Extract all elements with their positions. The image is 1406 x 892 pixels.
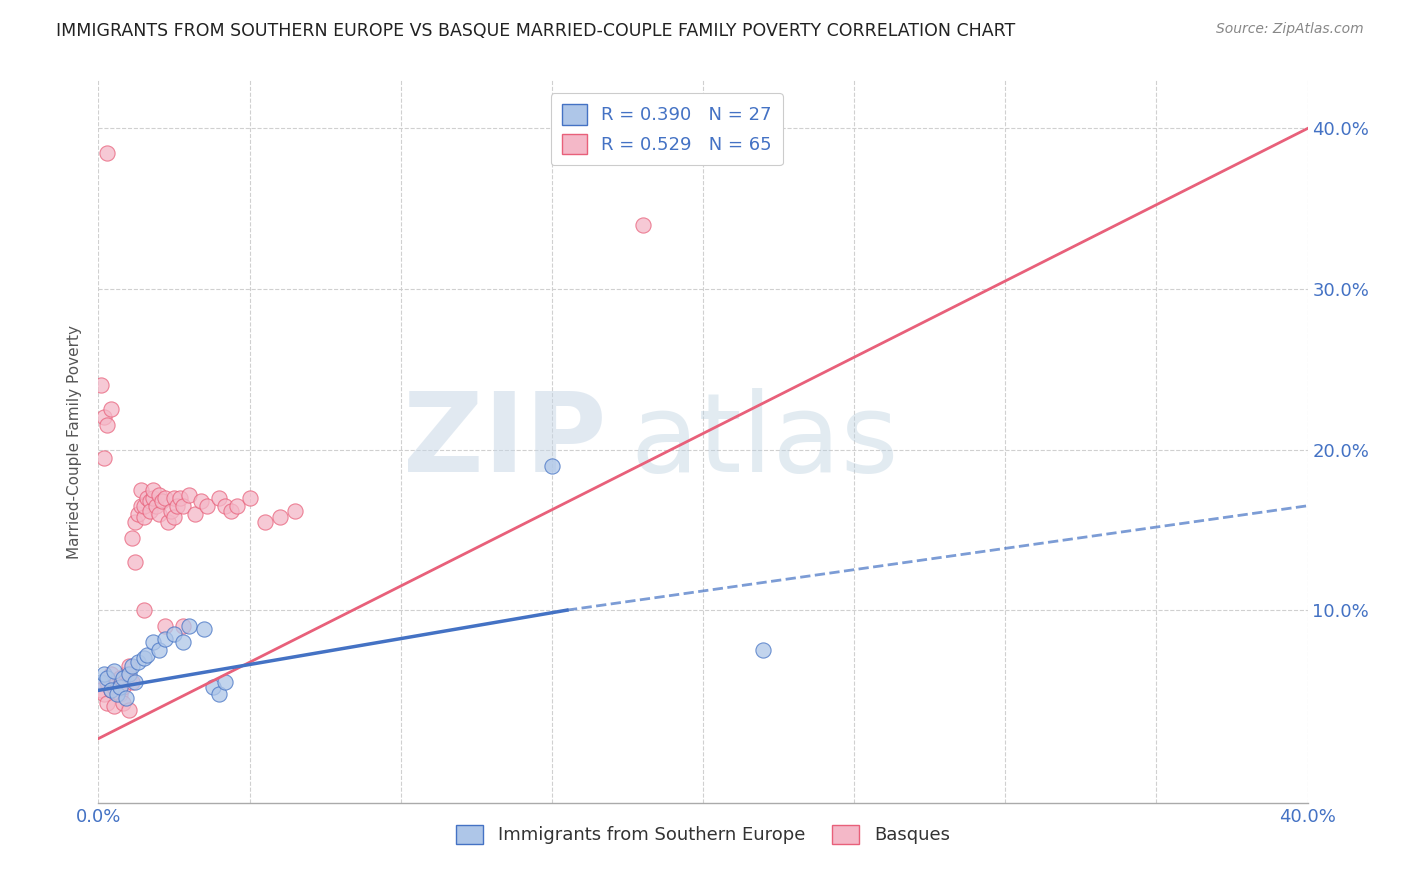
Point <box>121 531 143 545</box>
Point <box>179 487 201 501</box>
Point <box>208 687 231 701</box>
Point <box>96 675 118 690</box>
Point <box>163 491 186 505</box>
Point <box>148 643 170 657</box>
Point <box>96 671 118 685</box>
Point <box>148 487 170 501</box>
Point <box>127 655 149 669</box>
Point <box>139 503 162 517</box>
Point <box>93 450 115 465</box>
Point <box>93 687 115 701</box>
Point <box>127 507 149 521</box>
Point <box>752 643 775 657</box>
Point <box>100 402 122 417</box>
Point <box>190 494 212 508</box>
Point <box>148 507 170 521</box>
Point <box>111 671 134 685</box>
Point <box>105 675 128 690</box>
Point <box>193 623 215 637</box>
Point <box>169 491 191 505</box>
Point <box>118 703 141 717</box>
Point <box>195 499 218 513</box>
Point <box>90 675 112 690</box>
Point <box>96 145 118 160</box>
Point <box>142 635 165 649</box>
Point <box>221 503 243 517</box>
Point <box>100 683 122 698</box>
Point <box>114 691 136 706</box>
Point <box>540 458 562 473</box>
Point <box>253 515 276 529</box>
Point <box>142 491 165 505</box>
Point <box>284 503 307 517</box>
Text: IMMIGRANTS FROM SOUTHERN EUROPE VS BASQUE MARRIED-COUPLE FAMILY POVERTY CORRELAT: IMMIGRANTS FROM SOUTHERN EUROPE VS BASQU… <box>56 22 1015 40</box>
Text: Source: ZipAtlas.com: Source: ZipAtlas.com <box>1216 22 1364 37</box>
Point <box>105 687 128 701</box>
Point <box>132 510 155 524</box>
Point <box>90 683 112 698</box>
Point <box>214 499 236 513</box>
Point <box>135 491 157 505</box>
Point <box>202 680 225 694</box>
Point <box>124 555 146 569</box>
Point <box>166 499 188 513</box>
Point <box>108 680 131 694</box>
Point <box>93 410 115 425</box>
Point <box>121 675 143 690</box>
Point <box>631 218 654 232</box>
Point <box>103 680 125 694</box>
Point <box>156 515 179 529</box>
Y-axis label: Married-Couple Family Poverty: Married-Couple Family Poverty <box>67 325 83 558</box>
Point <box>153 619 176 633</box>
Point <box>239 491 262 505</box>
Point <box>153 632 176 646</box>
Point <box>118 671 141 685</box>
Point <box>108 687 131 701</box>
Point <box>208 491 231 505</box>
Point <box>172 635 194 649</box>
Point <box>96 696 118 710</box>
Point <box>150 494 173 508</box>
Point <box>118 659 141 673</box>
Point <box>184 507 207 521</box>
Point <box>124 675 146 690</box>
Point <box>121 659 143 673</box>
Point <box>132 603 155 617</box>
Point <box>226 499 249 513</box>
Point <box>90 378 112 392</box>
Point <box>108 671 131 685</box>
Text: ZIP: ZIP <box>404 388 606 495</box>
Point <box>129 483 152 497</box>
Point <box>139 494 162 508</box>
Point <box>111 696 134 710</box>
Point <box>100 667 122 681</box>
Point <box>124 515 146 529</box>
Point <box>114 667 136 681</box>
Point <box>135 648 157 662</box>
Point <box>93 667 115 681</box>
Point <box>100 683 122 698</box>
Legend: Immigrants from Southern Europe, Basques: Immigrants from Southern Europe, Basques <box>449 818 957 852</box>
Point <box>132 499 155 513</box>
Point <box>172 619 194 633</box>
Point <box>129 499 152 513</box>
Point <box>214 675 236 690</box>
Point <box>160 503 183 517</box>
Point <box>153 491 176 505</box>
Point <box>179 619 201 633</box>
Point <box>96 418 118 433</box>
Point <box>103 699 125 714</box>
Text: atlas: atlas <box>630 388 898 495</box>
Point <box>163 510 186 524</box>
Point <box>103 664 125 678</box>
Point <box>163 627 186 641</box>
Point <box>269 510 291 524</box>
Point <box>142 483 165 497</box>
Point <box>111 680 134 694</box>
Point <box>132 651 155 665</box>
Point <box>118 667 141 681</box>
Point <box>172 499 194 513</box>
Point <box>145 499 167 513</box>
